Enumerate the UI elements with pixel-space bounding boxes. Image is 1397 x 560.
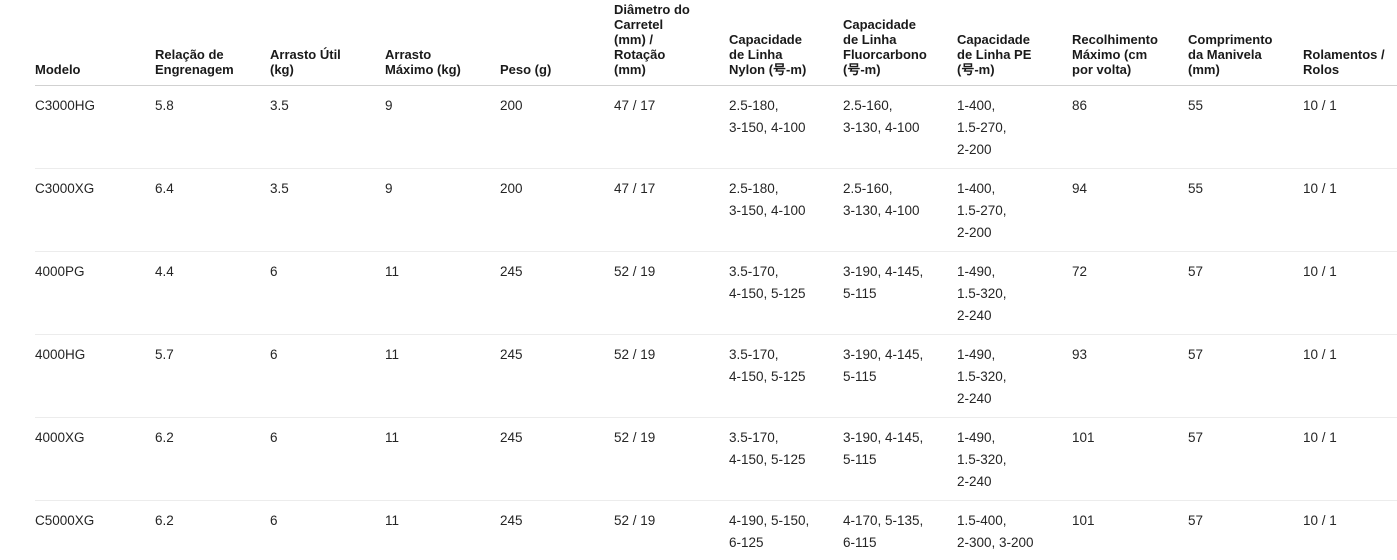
column-header-comprimento-manivela: Comprimento da Manivela (mm) [1188,0,1303,86]
cell-rolamentos-rolos: 10 / 1 [1303,417,1397,501]
cell-capacidade-linha-fluorcarbono: 3-190, 4-145, 5-115 [843,417,957,501]
cell-modelo: C5000XG [35,500,155,560]
cell-comprimento-manivela: 57 [1188,500,1303,560]
column-header-capacidade-linha-pe: Capacidade de Linha PE (号-m) [957,0,1072,86]
cell-comprimento-manivela: 57 [1188,251,1303,335]
cell-recolhimento-maximo: 93 [1072,334,1188,418]
cell-relacao-de-engrenagem: 6.2 [155,417,270,501]
cell-rolamentos-rolos: 10 / 1 [1303,168,1397,252]
table-row: C3000HG 5.8 3.5 9 200 47 / 17 2.5-180, 3-150, … [35,85,1397,169]
cell-arrasto-maximo: 9 [385,168,500,252]
cell-capacidade-linha-fluorcarbono: 3-190, 4-145, 5-115 [843,251,957,335]
cell-capacidade-linha-fluorcarbono: 4-170, 5-135, 6-115 [843,500,957,560]
cell-relacao-de-engrenagem: 6.4 [155,168,270,252]
cell-peso: 200 [500,85,614,169]
cell-relacao-de-engrenagem: 4.4 [155,251,270,335]
cell-capacidade-linha-pe: 1-490, 1.5-320, 2-240 [957,334,1072,418]
cell-capacidade-linha-fluorcarbono: 2.5-160, 3-130, 4-100 [843,168,957,252]
cell-modelo: C3000HG [35,85,155,169]
cell-capacidade-linha-nylon: 2.5-180, 3-150, 4-100 [729,85,843,169]
header-row: Modelo Relação de Engrenagem Arrasto Útil … [35,0,1397,86]
cell-rolamentos-rolos: 10 / 1 [1303,251,1397,335]
column-header-arrasto-util: Arrasto Útil (kg) [270,0,385,86]
column-header-arrasto-maximo: Arrasto Máximo (kg) [385,0,500,86]
cell-arrasto-util: 6 [270,251,385,335]
cell-rolamentos-rolos: 10 / 1 [1303,85,1397,169]
cell-arrasto-util: 6 [270,334,385,418]
cell-arrasto-util: 6 [270,500,385,560]
column-header-relacao-de-engrenagem: Relação de Engrenagem [155,0,270,86]
cell-arrasto-util: 3.5 [270,168,385,252]
cell-recolhimento-maximo: 72 [1072,251,1188,335]
cell-peso: 245 [500,417,614,501]
column-header-capacidade-linha-nylon: Capacidade de Linha Nylon (号-m) [729,0,843,86]
cell-comprimento-manivela: 57 [1188,334,1303,418]
cell-diametro-carretel-rotacao: 52 / 19 [614,417,729,501]
specs-table: Modelo Relação de Engrenagem Arrasto Útil … [35,0,1397,560]
cell-recolhimento-maximo: 86 [1072,85,1188,169]
cell-recolhimento-maximo: 101 [1072,500,1188,560]
cell-rolamentos-rolos: 10 / 1 [1303,500,1397,560]
cell-modelo: 4000PG [35,251,155,335]
table-row: 4000PG 4.4 6 11 245 52 / 19 3.5-170, 4-150, 5-… [35,251,1397,335]
column-header-modelo: Modelo [35,0,155,86]
cell-capacidade-linha-pe: 1.5-400, 2-300, 3-200 [957,500,1072,560]
cell-capacidade-linha-fluorcarbono: 3-190, 4-145, 5-115 [843,334,957,418]
cell-capacidade-linha-nylon: 3.5-170, 4-150, 5-125 [729,417,843,501]
cell-arrasto-util: 6 [270,417,385,501]
table-row: C5000XG 6.2 6 11 245 52 / 19 4-190, 5-150, 6-1… [35,500,1397,560]
cell-capacidade-linha-nylon: 4-190, 5-150, 6-125 [729,500,843,560]
cell-diametro-carretel-rotacao: 52 / 19 [614,334,729,418]
cell-diametro-carretel-rotacao: 47 / 17 [614,168,729,252]
cell-recolhimento-maximo: 94 [1072,168,1188,252]
table-head: Modelo Relação de Engrenagem Arrasto Útil … [35,0,1397,86]
cell-rolamentos-rolos: 10 / 1 [1303,334,1397,418]
cell-comprimento-manivela: 57 [1188,417,1303,501]
column-header-peso: Peso (g) [500,0,614,86]
cell-capacidade-linha-nylon: 2.5-180, 3-150, 4-100 [729,168,843,252]
cell-peso: 245 [500,334,614,418]
cell-arrasto-maximo: 11 [385,251,500,335]
cell-modelo: C3000XG [35,168,155,252]
cell-arrasto-util: 3.5 [270,85,385,169]
cell-peso: 245 [500,500,614,560]
column-header-diametro-carretel-rotacao: Diâmetro do Carretel (mm) / Rotação (mm) [614,0,729,86]
cell-capacidade-linha-fluorcarbono: 2.5-160, 3-130, 4-100 [843,85,957,169]
cell-arrasto-maximo: 11 [385,500,500,560]
column-header-capacidade-linha-fluorcarbono: Capacidade de Linha Fluorcarbono (号-m) [843,0,957,86]
cell-peso: 200 [500,168,614,252]
cell-capacidade-linha-pe: 1-400, 1.5-270, 2-200 [957,168,1072,252]
cell-relacao-de-engrenagem: 5.7 [155,334,270,418]
cell-arrasto-maximo: 9 [385,85,500,169]
cell-relacao-de-engrenagem: 6.2 [155,500,270,560]
cell-peso: 245 [500,251,614,335]
table-row: 4000XG 6.2 6 11 245 52 / 19 3.5-170, 4-150, 5-… [35,417,1397,501]
column-header-recolhimento-maximo: Recolhimento Máximo (cm por volta) [1072,0,1188,86]
cell-recolhimento-maximo: 101 [1072,417,1188,501]
table-body: C3000HG 5.8 3.5 9 200 47 / 17 2.5-180, 3-150, … [35,85,1397,560]
cell-comprimento-manivela: 55 [1188,85,1303,169]
cell-comprimento-manivela: 55 [1188,168,1303,252]
cell-modelo: 4000HG [35,334,155,418]
cell-diametro-carretel-rotacao: 52 / 19 [614,251,729,335]
cell-capacidade-linha-pe: 1-490, 1.5-320, 2-240 [957,251,1072,335]
cell-capacidade-linha-pe: 1-400, 1.5-270, 2-200 [957,85,1072,169]
cell-capacidade-linha-nylon: 3.5-170, 4-150, 5-125 [729,251,843,335]
table-row: 4000HG 5.7 6 11 245 52 / 19 3.5-170, 4-150, 5-… [35,334,1397,418]
cell-capacidade-linha-pe: 1-490, 1.5-320, 2-240 [957,417,1072,501]
column-header-rolamentos-rolos: Rolamentos / Rolos [1303,0,1397,86]
cell-diametro-carretel-rotacao: 47 / 17 [614,85,729,169]
cell-diametro-carretel-rotacao: 52 / 19 [614,500,729,560]
table-row: C3000XG 6.4 3.5 9 200 47 / 17 2.5-180, 3-150, … [35,168,1397,252]
cell-arrasto-maximo: 11 [385,417,500,501]
cell-relacao-de-engrenagem: 5.8 [155,85,270,169]
cell-capacidade-linha-nylon: 3.5-170, 4-150, 5-125 [729,334,843,418]
cell-arrasto-maximo: 11 [385,334,500,418]
cell-modelo: 4000XG [35,417,155,501]
